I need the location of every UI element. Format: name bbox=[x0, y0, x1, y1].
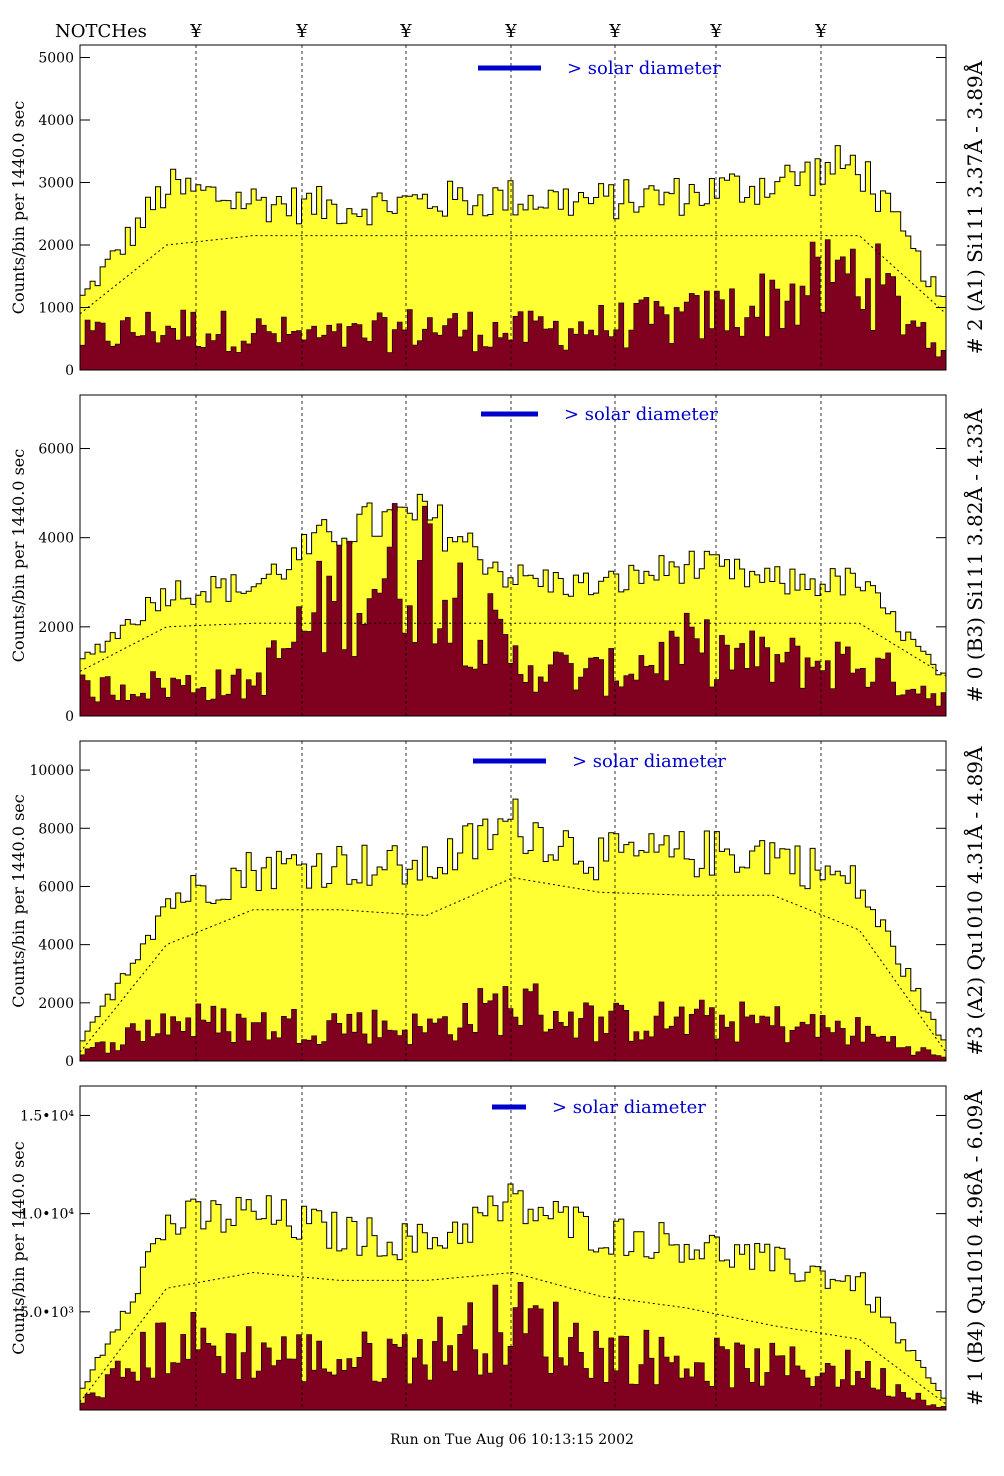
panel-title: #3 (A2) Qu1010 4.31Å - 4.89Å bbox=[962, 746, 987, 1055]
series-median-line bbox=[79, 235, 947, 315]
run-timestamp: Run on Tue Aug 06 10:13:15 2002 bbox=[390, 1432, 634, 1448]
y-axis-title: Counts/bin per 1440.0 sec bbox=[9, 101, 28, 314]
notches-label: NOTCHes bbox=[55, 21, 147, 42]
chart-panels: 0 1000 2000 3000 4000 5000 Counts/bin per 1440… bbox=[9, 44, 987, 1411]
y-axis-title: Counts/bin per 1440.0 sec bbox=[9, 794, 28, 1007]
y-tick-label: 2000 bbox=[38, 620, 74, 636]
y-tick-label: 4000 bbox=[38, 938, 74, 954]
plot-frame bbox=[79, 394, 947, 717]
series-median-line bbox=[79, 622, 947, 677]
y-tick-label: 10000 bbox=[29, 763, 74, 779]
y-tick-label: 2000 bbox=[38, 238, 74, 254]
y-tick-label: 1.5•10⁴ bbox=[20, 1108, 74, 1124]
y-tick-label: 1000 bbox=[38, 301, 74, 317]
y-tick-label: 4000 bbox=[38, 113, 74, 129]
notch-marker: ¥ bbox=[709, 21, 722, 42]
solar-diameter-label: > solar diameter bbox=[564, 404, 718, 425]
solar-diameter-label: > solar diameter bbox=[552, 1097, 706, 1118]
notch-marker: ¥ bbox=[814, 21, 827, 42]
plot-frame bbox=[79, 740, 947, 1062]
series-low-histogram bbox=[79, 503, 947, 717]
y-tick-label: 6000 bbox=[38, 442, 74, 458]
notch-marker: ¥ bbox=[189, 21, 202, 42]
series-median-line bbox=[79, 877, 947, 1053]
y-tick-label: 0 bbox=[65, 709, 74, 725]
chart-panel: 0 2000 4000 6000 Counts/bin per 1440.0 sec # … bbox=[9, 394, 987, 725]
notch-marker: ¥ bbox=[295, 21, 308, 42]
y-tick-label: 2000 bbox=[38, 996, 74, 1012]
notch-markers: ¥ ¥ ¥ ¥ ¥ ¥ ¥ bbox=[189, 21, 827, 42]
y-tick-label: 8000 bbox=[38, 821, 74, 837]
y-tick-label: 4000 bbox=[38, 531, 74, 547]
panel-title: # 2 (A1) Si111 3.37Å - 3.89Å bbox=[962, 60, 987, 354]
y-tick-label: 6000 bbox=[38, 879, 74, 895]
panel-title: # 0 (B3) Si111 3.82Å - 4.33Å bbox=[962, 408, 987, 702]
solar-diameter-label: > solar diameter bbox=[567, 58, 721, 79]
series-low-histogram bbox=[79, 239, 947, 371]
chart-panel: 0 1000 2000 3000 4000 5000 Counts/bin per 1440… bbox=[9, 44, 987, 379]
notch-marker: ¥ bbox=[399, 21, 412, 42]
y-tick-label: 1.0•10⁴ bbox=[20, 1207, 74, 1223]
panel-title: # 1 (B4) Qu1010 4.96Å - 6.09Å bbox=[962, 1090, 987, 1406]
y-tick-label: 0 bbox=[65, 1054, 74, 1070]
series-low-histogram bbox=[79, 1282, 947, 1411]
chart-panel: 5.0•10³ 1.0•10⁴ 1.5•10⁴ Counts/bin per 1440… bbox=[9, 1085, 987, 1411]
y-axis-title: Counts/bin per 1440.0 sec bbox=[9, 1141, 28, 1354]
series-median-line bbox=[79, 1271, 947, 1405]
y-tick-label: 3000 bbox=[38, 176, 74, 192]
y-tick-label: 5000 bbox=[38, 51, 74, 67]
y-tick-label: 0 bbox=[65, 363, 74, 379]
notch-marker: ¥ bbox=[504, 21, 517, 42]
notch-marker: ¥ bbox=[608, 21, 621, 42]
plot-frame bbox=[79, 1085, 947, 1411]
solar-diameter-label: > solar diameter bbox=[572, 751, 726, 772]
y-axis-title: Counts/bin per 1440.0 sec bbox=[9, 449, 28, 662]
series-total-histogram bbox=[79, 798, 947, 1062]
series-low-histogram bbox=[79, 983, 947, 1062]
y-tick-label: 5.0•10³ bbox=[20, 1305, 74, 1321]
plot-frame bbox=[79, 44, 947, 371]
